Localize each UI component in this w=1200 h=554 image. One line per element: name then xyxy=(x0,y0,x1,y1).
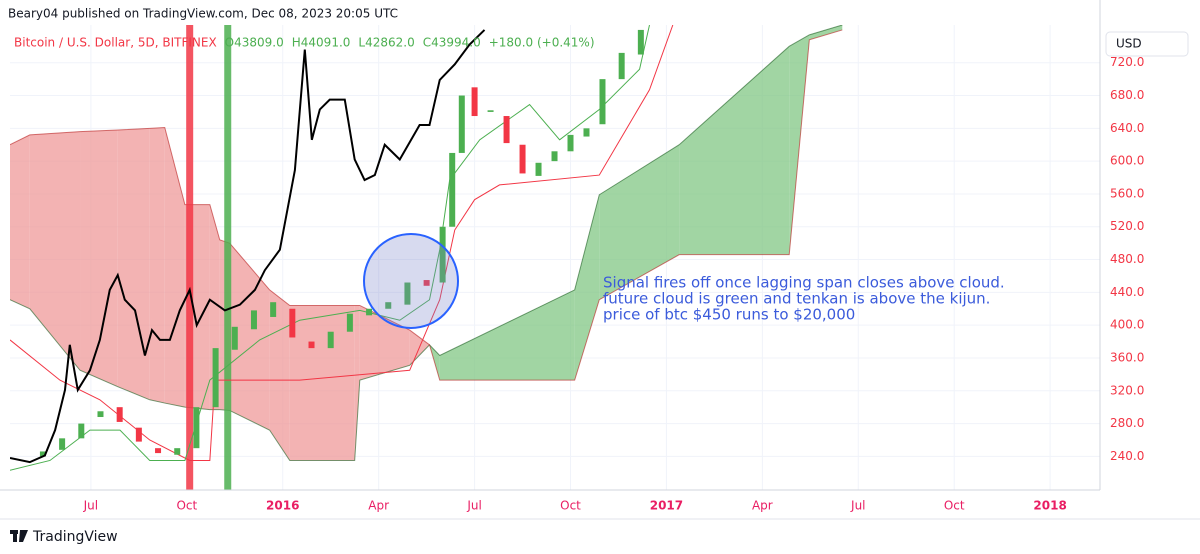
candle xyxy=(155,448,162,454)
candle xyxy=(250,310,257,330)
ohlc-value: C43994.0 xyxy=(423,36,481,50)
candle xyxy=(458,95,465,153)
y-tick-label: 680.0 xyxy=(1110,88,1144,102)
indicator-line xyxy=(10,29,486,464)
candle xyxy=(39,451,46,457)
candle xyxy=(618,52,625,80)
y-tick-label: 480.0 xyxy=(1110,252,1144,266)
cloud-segment xyxy=(29,131,81,371)
x-tick-label: Oct xyxy=(560,499,581,513)
header: Beary04 published on TradingView.com, De… xyxy=(8,7,398,21)
candle xyxy=(78,423,85,439)
candle xyxy=(289,308,296,338)
candle xyxy=(519,144,526,174)
candle xyxy=(503,116,510,144)
signal-bar xyxy=(224,25,232,490)
currency[interactable]: USD xyxy=(1116,37,1142,51)
cloud-span xyxy=(10,25,843,461)
cloud-segment xyxy=(599,144,680,300)
x-tick-label: Jul xyxy=(466,499,481,513)
cloud-segment xyxy=(809,25,843,40)
y-tick-label: 400.0 xyxy=(1110,318,1144,332)
candle xyxy=(308,341,315,349)
candle xyxy=(551,151,558,162)
candle xyxy=(487,110,494,112)
cloud-segment xyxy=(10,134,30,309)
x-tick-label: Jul xyxy=(850,499,865,513)
x-tick-label: 2016 xyxy=(266,499,299,513)
candle xyxy=(404,282,411,305)
candle xyxy=(567,134,574,152)
y-tick-label: 240.0 xyxy=(1110,449,1144,463)
annotation-text: price of btc $450 runs to $20,000 xyxy=(603,306,855,324)
cloud-segment xyxy=(679,46,790,255)
candle xyxy=(599,79,606,125)
annotation-text: Signal fires off once lagging span close… xyxy=(603,274,1005,292)
y-tick-label: 440.0 xyxy=(1110,285,1144,299)
cloud-span xyxy=(10,29,843,381)
candle xyxy=(346,313,353,332)
brand: TradingView xyxy=(32,529,118,545)
candle xyxy=(193,407,200,449)
highlight-circle xyxy=(363,233,459,329)
cloud-segment xyxy=(149,127,165,404)
indicator-line xyxy=(10,25,674,461)
candle xyxy=(535,162,542,176)
y-tick-label: 320.0 xyxy=(1110,383,1144,397)
ohlc-value: +180.0 (+0.41%) xyxy=(489,36,595,50)
ohlc-value: O43809.0 xyxy=(225,36,284,50)
cloud-segment xyxy=(574,194,600,381)
candle xyxy=(97,411,104,418)
y-tick-label: 520.0 xyxy=(1110,219,1144,233)
y-tick-label: 360.0 xyxy=(1110,350,1144,364)
candle xyxy=(116,407,123,422)
y-tick-label: 560.0 xyxy=(1110,186,1144,200)
x-tick-label: Oct xyxy=(944,499,965,513)
candle xyxy=(385,302,392,309)
y-tick-label: 640.0 xyxy=(1110,121,1144,135)
x-tick-label: 2018 xyxy=(1033,499,1066,513)
x-tick-label: Jul xyxy=(83,499,98,513)
y-tick-label: 720.0 xyxy=(1110,55,1144,69)
candle xyxy=(439,226,446,283)
candle xyxy=(174,448,181,455)
x-tick-label: Apr xyxy=(368,499,389,513)
signal-bar xyxy=(186,25,194,490)
annotation-text: future cloud is green and tenkan is abov… xyxy=(603,290,990,308)
candle xyxy=(366,308,373,316)
logo xyxy=(10,530,28,542)
y-tick-label: 600.0 xyxy=(1110,154,1144,168)
candle xyxy=(423,280,430,286)
cloud-segment xyxy=(164,127,185,408)
cloud-segment xyxy=(289,305,355,461)
candle xyxy=(327,331,334,349)
cloud-segment xyxy=(80,129,118,387)
candle xyxy=(583,128,590,137)
candle xyxy=(231,326,238,350)
candle xyxy=(449,152,456,227)
currency-button[interactable] xyxy=(1105,31,1189,57)
x-tick-label: 2017 xyxy=(650,499,683,513)
cloud-segment xyxy=(354,305,360,461)
cloud-segment xyxy=(229,243,270,431)
symbol-legend: Bitcoin / U.S. Dollar, 5D, BITFINEX xyxy=(14,36,217,50)
candle xyxy=(270,302,277,317)
candle xyxy=(471,87,478,117)
candle xyxy=(59,438,66,450)
ohlc-value: L42862.0 xyxy=(358,36,414,50)
x-tick-label: Oct xyxy=(176,499,197,513)
cloud-segment xyxy=(117,128,150,400)
cloud-segment xyxy=(439,289,575,381)
ohlc-value: H44091.0 xyxy=(292,36,351,50)
x-tick-label: Apr xyxy=(752,499,773,513)
candle xyxy=(135,427,142,442)
candle xyxy=(637,29,644,55)
plot-area xyxy=(10,25,1100,490)
y-tick-label: 280.0 xyxy=(1110,416,1144,430)
candle xyxy=(212,348,219,408)
